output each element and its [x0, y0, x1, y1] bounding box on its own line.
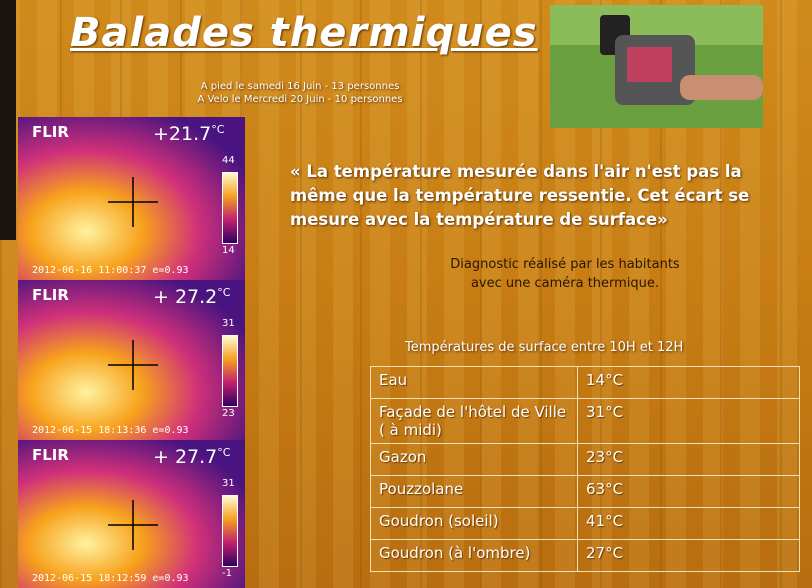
brand: FLIR: [32, 446, 69, 464]
scale-max: 31: [222, 318, 235, 329]
scale-max: 44: [222, 155, 235, 166]
scale-bar: [222, 495, 238, 567]
table-title: Températures de surface entre 10H et 12H: [405, 340, 683, 355]
subtitle: A pied le samedi 16 Juin - 13 personnes …: [150, 80, 450, 106]
cell-label: Goudron (soleil): [371, 508, 578, 540]
timestamp: 2012-06-15 18:13:36 e=0.93: [32, 425, 189, 436]
reading-unit: °C: [217, 446, 230, 459]
reading-unit: °C: [211, 123, 224, 136]
cell-value: 41°C: [578, 508, 800, 540]
cell-value: 27°C: [578, 540, 800, 572]
scale-min: -1: [222, 568, 232, 579]
edge: [0, 0, 16, 240]
reading: +21.7°C: [153, 123, 224, 145]
camera-photo: [550, 5, 763, 128]
crosshair-icon: [108, 177, 158, 227]
crosshair: [108, 340, 158, 390]
crosshair-icon: [108, 500, 158, 550]
cell-value: 31°C: [578, 399, 800, 444]
reading: + 27.7°C: [153, 446, 230, 468]
table-row: Façade de l'hôtel de Ville ( à midi)31°C: [371, 399, 800, 444]
poster: Balades thermiques A pied le samedi 16 J…: [0, 0, 812, 588]
thermal-image: FLIR + 27.2°C 31 23 2012-06-15 18:13:36 e=0.…: [18, 280, 245, 440]
reading-value: +21.7: [153, 123, 211, 145]
cell-label: Pouzzolane: [371, 476, 578, 508]
reading: + 27.2°C: [153, 286, 230, 308]
cell-label: Goudron (à l'ombre): [371, 540, 578, 572]
note: Diagnostic réalisé par les habitants ave…: [380, 255, 750, 293]
scale-bar: [222, 335, 238, 407]
table-row: Goudron (soleil)41°C: [371, 508, 800, 540]
cell-value: 63°C: [578, 476, 800, 508]
cell-label: Gazon: [371, 444, 578, 476]
quote: « La température mesurée dans l'air n'es…: [290, 160, 800, 232]
cell-label: Façade de l'hôtel de Ville ( à midi): [371, 399, 578, 444]
cell-value: 23°C: [578, 444, 800, 476]
brand: FLIR: [32, 123, 69, 141]
thermal-image: FLIR +21.7°C 44 14 2012-06-16 11:00:37 e=0.9…: [18, 117, 245, 280]
cell-label: Eau: [371, 367, 578, 399]
scale-min: 23: [222, 408, 235, 419]
scale-bar: [222, 172, 238, 244]
crosshair: [108, 500, 158, 550]
note-line: avec une caméra thermique.: [380, 274, 750, 293]
brand: FLIR: [32, 286, 69, 304]
scale-max: 31: [222, 478, 235, 489]
crosshair-icon: [108, 340, 158, 390]
thermal-image: FLIR + 27.7°C 31 -1 2012-06-15 18:12:59 e=0.…: [18, 440, 245, 588]
subtitle-line: A pied le samedi 16 Juin - 13 personnes: [150, 80, 450, 93]
reading-value: + 27.2: [153, 286, 217, 308]
table-row: Goudron (à l'ombre)27°C: [371, 540, 800, 572]
note-line: Diagnostic réalisé par les habitants: [380, 255, 750, 274]
scale-min: 14: [222, 245, 235, 256]
cell-value: 14°C: [578, 367, 800, 399]
crosshair: [108, 177, 158, 227]
subtitle-line: A Velo le Mercredi 20 Juin - 10 personne…: [150, 93, 450, 106]
timestamp: 2012-06-16 11:00:37 e=0.93: [32, 265, 189, 276]
title: Balades thermiques: [70, 10, 538, 56]
timestamp: 2012-06-15 18:12:59 e=0.93: [32, 573, 189, 584]
reading-value: + 27.7: [153, 446, 217, 468]
reading-unit: °C: [217, 286, 230, 299]
